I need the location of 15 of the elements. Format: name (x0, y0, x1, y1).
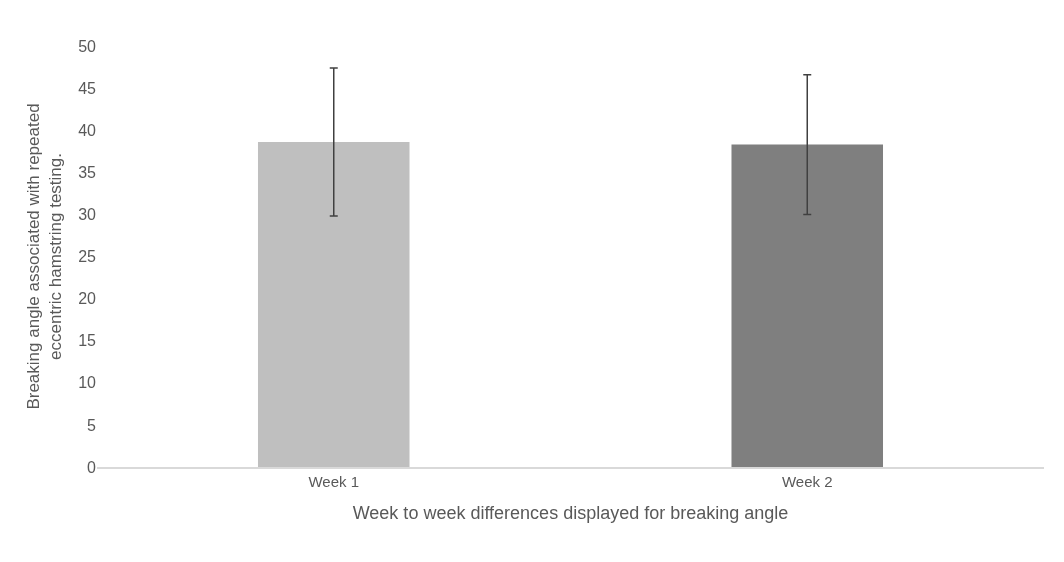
y-tick-label: 50 (78, 37, 97, 55)
y-tick-label: 40 (78, 121, 97, 139)
x-tick-label: Week 2 (781, 472, 833, 490)
y-tick-label: 20 (78, 290, 97, 308)
y-tick-label: 45 (78, 79, 97, 97)
y-tick-label: 30 (78, 206, 97, 223)
y-tick-label: 15 (78, 332, 97, 350)
x-tick-label: Week 1 (308, 472, 360, 490)
y-tick-label: 25 (78, 248, 97, 266)
x-axis-title: Week to week differences displayed for breaking angle (352, 503, 789, 524)
y-tick-label: 10 (78, 374, 97, 392)
y-tick-label: 35 (78, 163, 97, 181)
y-tick-label: 0 (87, 458, 97, 476)
y-tick-label: 5 (87, 416, 97, 434)
y-axis-title: Breaking angle associated with repeated eccentric hamstring testing. (23, 103, 65, 410)
